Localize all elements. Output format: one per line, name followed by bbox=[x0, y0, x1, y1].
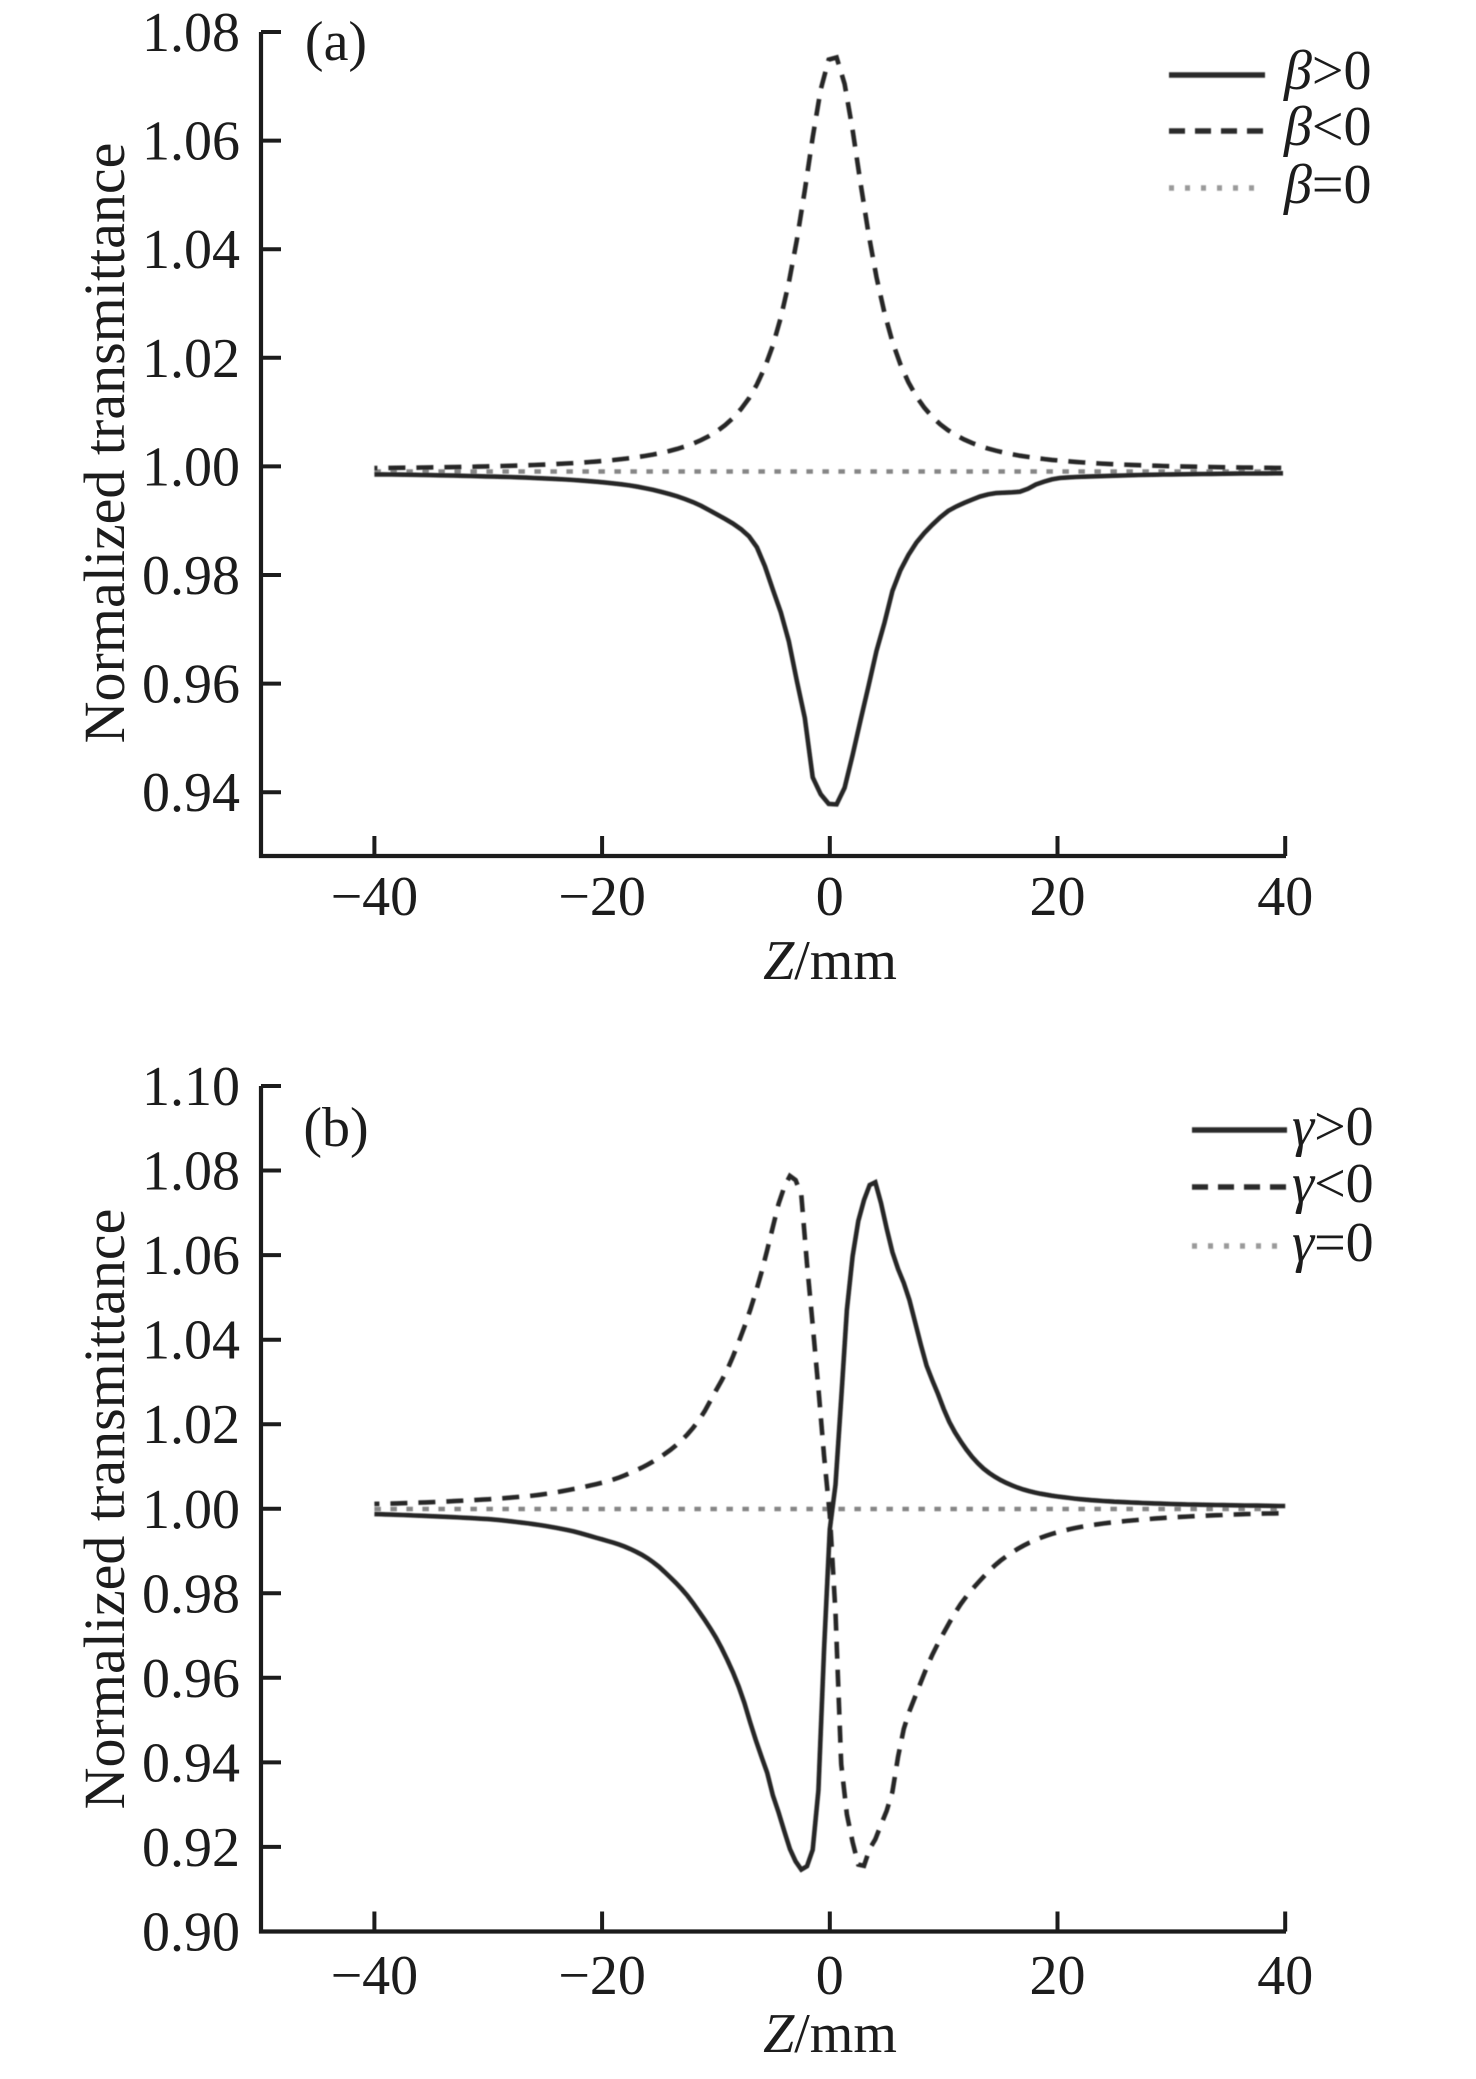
svg-text:0.98: 0.98 bbox=[142, 545, 240, 607]
svg-text:1.02: 1.02 bbox=[142, 1394, 240, 1456]
svg-text:−20: −20 bbox=[558, 1945, 646, 2007]
svg-text:−40: −40 bbox=[331, 1945, 419, 2007]
svg-text:0.96: 0.96 bbox=[142, 1648, 240, 1710]
svg-text:(b): (b) bbox=[303, 1097, 368, 1159]
svg-text:40: 40 bbox=[1257, 1945, 1313, 2007]
svg-text:1.02: 1.02 bbox=[142, 328, 240, 390]
svg-text:0: 0 bbox=[816, 1945, 844, 2007]
svg-text:Z/mm: Z/mm bbox=[763, 2003, 897, 2065]
svg-text:1.10: 1.10 bbox=[142, 1056, 240, 1118]
svg-text:0.90: 0.90 bbox=[142, 1902, 240, 1964]
svg-text:20: 20 bbox=[1030, 866, 1086, 928]
svg-text:40: 40 bbox=[1257, 866, 1313, 928]
svg-text:20: 20 bbox=[1030, 1945, 1086, 2007]
svg-text:1.00: 1.00 bbox=[142, 1479, 240, 1541]
svg-text:0: 0 bbox=[816, 866, 844, 928]
svg-text:γ>0: γ>0 bbox=[1292, 1096, 1374, 1158]
svg-text:0.94: 0.94 bbox=[142, 762, 240, 824]
svg-text:β=0: β=0 bbox=[1283, 154, 1371, 216]
svg-text:0.94: 0.94 bbox=[142, 1732, 240, 1794]
svg-text:β>0: β>0 bbox=[1283, 40, 1371, 102]
svg-text:1.06: 1.06 bbox=[142, 111, 240, 173]
svg-text:−20: −20 bbox=[558, 866, 646, 928]
svg-text:−40: −40 bbox=[331, 866, 419, 928]
svg-text:1.08: 1.08 bbox=[142, 2, 240, 64]
svg-text:γ<0: γ<0 bbox=[1292, 1153, 1374, 1215]
svg-text:1.08: 1.08 bbox=[142, 1141, 240, 1203]
svg-text:γ=0: γ=0 bbox=[1292, 1212, 1374, 1274]
svg-text:1.04: 1.04 bbox=[142, 1310, 240, 1372]
svg-text:0.98: 0.98 bbox=[142, 1563, 240, 1625]
svg-text:Normalized transmittance: Normalized transmittance bbox=[72, 143, 137, 744]
svg-text:1.04: 1.04 bbox=[142, 219, 240, 281]
svg-text:1.00: 1.00 bbox=[142, 436, 240, 498]
svg-text:Z/mm: Z/mm bbox=[763, 930, 897, 992]
svg-text:0.92: 0.92 bbox=[142, 1817, 240, 1879]
svg-text:0.96: 0.96 bbox=[142, 654, 240, 716]
svg-text:Normalized transmittance: Normalized transmittance bbox=[72, 1209, 137, 1810]
svg-text:β<0: β<0 bbox=[1283, 96, 1371, 158]
svg-text:1.06: 1.06 bbox=[142, 1225, 240, 1287]
svg-text:(a): (a) bbox=[305, 11, 367, 73]
